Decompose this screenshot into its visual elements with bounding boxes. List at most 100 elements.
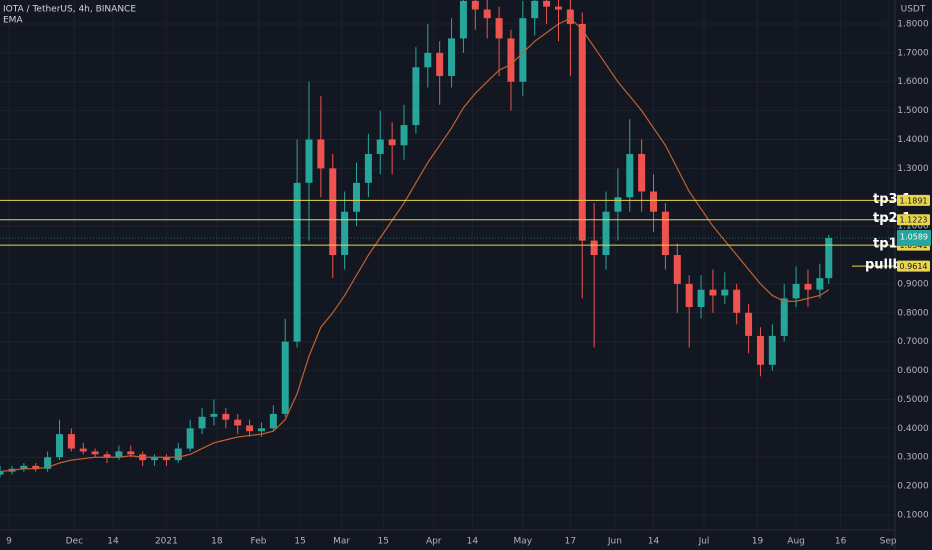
candle-body [269, 413, 277, 429]
candle-body [780, 298, 788, 336]
indicator-name: EMA [3, 16, 23, 26]
x-tick-label: Aug [787, 537, 805, 547]
symbol-title: IOTA / TetherUS, 4h, BINANCE [3, 5, 136, 15]
candle-body [115, 451, 123, 458]
candle-body [602, 211, 610, 256]
candle-body [79, 448, 87, 452]
candle-body [91, 451, 99, 455]
candle-body [210, 413, 218, 417]
candle-body [234, 419, 242, 426]
y-tick-label: 1.7000 [897, 48, 929, 58]
price-tag [897, 214, 930, 226]
candle-body [127, 451, 135, 455]
y-tick-label: 0.2000 [897, 482, 929, 492]
candle-body [697, 289, 705, 308]
y-tick-label: 1.3000 [897, 164, 929, 174]
y-tick-label: 0.3000 [897, 453, 929, 463]
x-tick-label: 19 [752, 537, 764, 547]
candle-body [673, 255, 681, 284]
y-tick-label: 0.4000 [897, 424, 929, 434]
candle-body [519, 18, 527, 82]
candle-body [531, 0, 539, 19]
candle-body [721, 289, 729, 296]
currency: USDT [901, 5, 926, 15]
candle-body [650, 191, 658, 212]
x-tick-label: Jul [698, 537, 710, 547]
candle-body [543, 0, 551, 7]
candle-body [816, 278, 824, 290]
candle-body [804, 283, 812, 290]
candle-body [400, 125, 408, 146]
candle-body [661, 211, 669, 256]
x-tick-label: 14 [467, 537, 479, 547]
candle-body [412, 67, 420, 126]
x-tick-label: 14 [107, 537, 119, 547]
candle-body [67, 434, 75, 449]
price-tag-text: 1.1891 [900, 196, 928, 205]
x-tick-label: Apr [426, 537, 442, 547]
x-tick-label: Jun [607, 537, 622, 547]
candle-body [554, 6, 562, 10]
y-tick-label: 1.8000 [897, 19, 929, 29]
candle-body [0, 471, 4, 475]
candle-body [32, 465, 40, 469]
x-tick-label: 9 [6, 537, 12, 547]
candle-body [459, 0, 467, 39]
x-tick-label: 15 [378, 537, 389, 547]
price-tag-text: 0.9614 [900, 262, 928, 271]
candle-body [733, 289, 741, 313]
y-tick-label: 0.8000 [897, 308, 929, 318]
candle-body [341, 211, 349, 256]
y-tick-label: 0.7000 [897, 337, 929, 347]
x-tick-label: 16 [835, 537, 847, 547]
candle-body [162, 457, 170, 461]
candle-body [614, 197, 622, 212]
y-tick-label: 1.5000 [897, 106, 929, 116]
candle-body [483, 9, 491, 19]
candle-body [103, 454, 111, 458]
candle-body [246, 425, 254, 432]
candle-body [257, 428, 265, 432]
candle-body [281, 341, 289, 414]
plot-area [0, 0, 833, 478]
x-tick-label: May [514, 537, 533, 547]
candle-body [424, 52, 432, 68]
last-price-text: 1.0589 [900, 233, 928, 242]
candle-body [638, 153, 646, 192]
candle-body [222, 413, 230, 420]
grid [0, 0, 895, 530]
candle-body [756, 335, 764, 365]
x-tick-label: Sep [880, 537, 897, 547]
price-tag [897, 260, 930, 272]
candle-body [174, 448, 182, 461]
candle-body [685, 283, 693, 308]
x-tick-label: Mar [333, 537, 350, 547]
price-tag [897, 194, 930, 206]
candle-body [768, 335, 776, 365]
candle-body [329, 168, 337, 256]
candle-body [709, 289, 717, 296]
candle-body [317, 139, 325, 169]
y-tick-label: 0.9000 [897, 279, 929, 289]
candle-body [151, 457, 159, 461]
candle-body [578, 23, 586, 241]
x-tick-label: 17 [565, 537, 576, 547]
y-tick-label: 0.6000 [897, 366, 929, 376]
candle-body [566, 9, 574, 24]
candle-body [436, 52, 444, 76]
candle-body [55, 434, 63, 458]
candle-body [44, 457, 52, 469]
candle-body [364, 153, 372, 183]
x-tick-label: 15 [294, 537, 305, 547]
candle-body [305, 139, 313, 183]
candle-body [353, 182, 361, 212]
candle-body [471, 0, 479, 10]
candle-body [590, 240, 598, 256]
candle-body [198, 416, 206, 429]
y-tick-label: 0.1000 [897, 510, 929, 520]
axes: 0.1000 0.2000 0.3000 0.4000 0.5000 0.6000 0.70… [6, 19, 929, 546]
candle-body [626, 153, 634, 198]
x-tick-label: 14 [648, 537, 660, 547]
